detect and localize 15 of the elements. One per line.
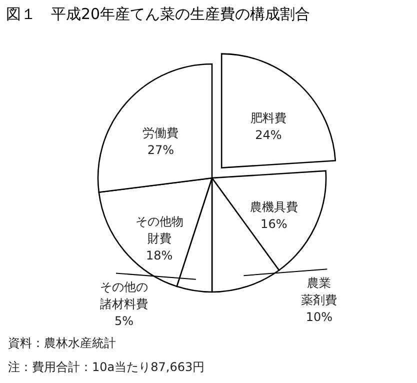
text: 注：費用合計：10a当たり87,663円: [8, 360, 205, 374]
slice-label: 肥料費: [250, 110, 286, 125]
slice-label: その他物財費: [135, 214, 184, 246]
slice-label: 農機具費: [250, 200, 298, 214]
chart-title: 図１ 平成20年産てん菜の生産費の構成割合: [6, 5, 310, 23]
slice-label: 農業薬剤費: [301, 276, 338, 308]
slice-label: 労働費: [142, 126, 179, 140]
data-label: 18%: [146, 248, 173, 263]
data-label: 27%: [147, 142, 174, 157]
text: 資料：農林水産統計: [8, 336, 116, 350]
data-label: 10%: [306, 310, 332, 324]
data-label: 5%: [114, 314, 134, 328]
slice-label: その他の諸材料費: [100, 280, 148, 312]
data-label: 24%: [255, 128, 282, 142]
data-label: 16%: [260, 217, 288, 232]
